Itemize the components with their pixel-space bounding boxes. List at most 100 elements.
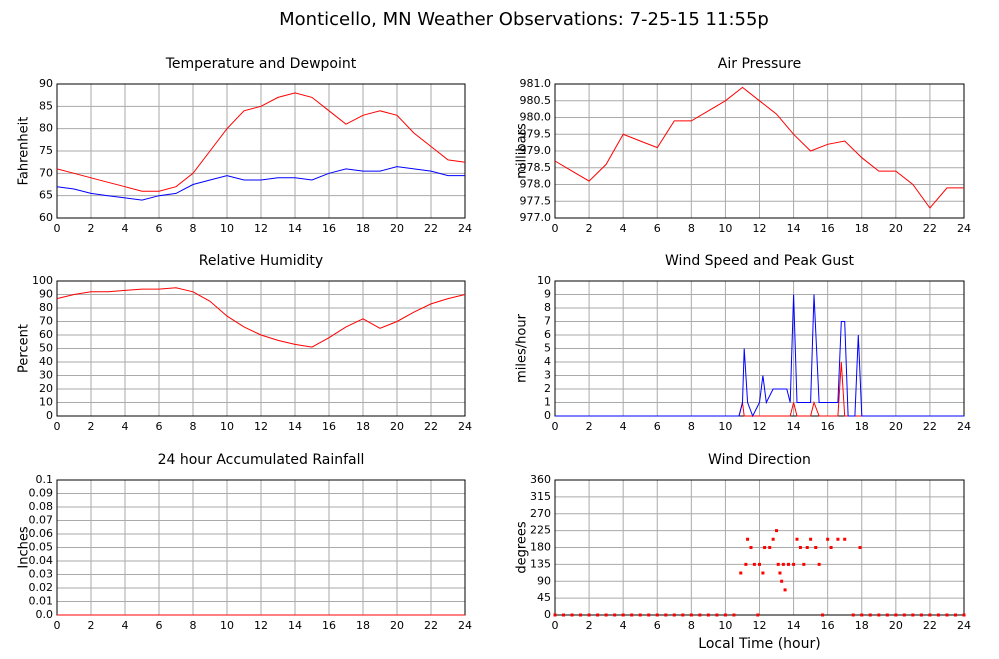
data-point: [781, 562, 785, 566]
x-tick-label: 22: [923, 222, 937, 235]
x-tick-label: 18: [356, 222, 370, 235]
x-tick-label: 18: [855, 222, 869, 235]
data-point: [715, 613, 719, 617]
data-point: [604, 613, 608, 617]
x-tick-label: 4: [122, 420, 129, 433]
x-tick-label: 20: [889, 222, 903, 235]
x-tick-label: 22: [424, 420, 438, 433]
x-tick-label: 12: [254, 619, 268, 632]
y-axis-label: degrees: [515, 521, 530, 574]
data-point: [945, 613, 949, 617]
data-point: [647, 613, 651, 617]
x-tick-label: 20: [390, 619, 404, 632]
data-point: [758, 562, 761, 566]
y-tick-label: 979.0: [520, 144, 552, 157]
x-tick-label: 24: [957, 222, 971, 235]
y-tick-label: 0.08: [29, 500, 54, 513]
x-tick-label: 20: [889, 619, 903, 632]
data-line: [56, 92, 466, 192]
y-tick-label: 0: [46, 409, 53, 422]
data-point: [587, 613, 591, 617]
y-tick-label: 40: [39, 355, 53, 368]
y-tick-label: 977.5: [520, 194, 552, 207]
x-tick-label: 6: [654, 619, 661, 632]
x-tick-label: 18: [356, 420, 370, 433]
y-tick-label: 0.02: [29, 581, 54, 594]
y-tick-label: 70: [39, 166, 53, 179]
data-point: [829, 546, 833, 549]
x-tick-label: 8: [190, 222, 197, 235]
data-point: [763, 546, 767, 549]
x-tick-label: 16: [322, 619, 336, 632]
x-axis-label: Local Time (hour): [698, 636, 820, 652]
data-point: [744, 562, 748, 566]
y-tick-label: 50: [39, 342, 53, 355]
x-tick-label: 22: [424, 619, 438, 632]
x-tick-label: 8: [688, 420, 695, 433]
x-tick-label: 6: [156, 222, 163, 235]
data-point: [936, 613, 940, 617]
x-tick-label: 8: [688, 222, 695, 235]
y-tick-label: 10: [537, 274, 551, 287]
data-point: [885, 613, 889, 617]
x-tick-label: 4: [620, 222, 627, 235]
x-tick-label: 6: [654, 222, 661, 235]
data-point: [805, 546, 809, 549]
data-point: [621, 613, 625, 617]
data-point: [868, 613, 872, 617]
y-tick-label: 978.0: [520, 178, 552, 191]
x-tick-label: 22: [923, 619, 937, 632]
data-point: [798, 546, 802, 549]
x-tick-label: 24: [957, 420, 971, 433]
x-tick-label: 0: [54, 222, 61, 235]
x-tick-label: 0: [552, 222, 559, 235]
data-point: [761, 571, 765, 575]
data-point: [894, 613, 898, 617]
data-point: [836, 537, 840, 541]
y-tick-label: 0.03: [29, 568, 54, 581]
data-point: [706, 613, 710, 617]
y-tick-label: 4: [544, 355, 551, 368]
x-tick-label: 10: [718, 420, 732, 433]
x-tick-label: 2: [88, 420, 95, 433]
data-point: [843, 537, 847, 541]
y-tick-label: 977.0: [520, 211, 552, 224]
x-tick-label: 16: [322, 420, 336, 433]
plot-frame: [56, 280, 466, 417]
y-tick-label: 0: [544, 409, 551, 422]
data-point: [638, 613, 642, 617]
y-tick-label: 180: [530, 541, 551, 554]
x-tick-label: 18: [356, 619, 370, 632]
x-tick-label: 4: [620, 420, 627, 433]
x-tick-label: 10: [220, 222, 234, 235]
x-tick-label: 14: [787, 222, 801, 235]
y-tick-label: 270: [530, 507, 551, 520]
data-point: [821, 613, 825, 617]
x-tick-label: 24: [458, 619, 472, 632]
data-point: [858, 546, 862, 549]
x-tick-label: 2: [88, 619, 95, 632]
y-tick-label: 3: [544, 369, 551, 382]
y-tick-label: 0: [544, 608, 551, 621]
y-tick-label: 0.06: [29, 527, 54, 540]
y-tick-label: 80: [39, 301, 53, 314]
data-point: [681, 613, 685, 617]
data-point: [579, 613, 583, 617]
data-point: [928, 613, 932, 617]
y-tick-label: 6: [544, 328, 551, 341]
y-tick-label: 981.0: [520, 77, 552, 90]
data-point: [732, 613, 736, 617]
data-point: [752, 562, 756, 566]
y-tick-label: 0.1: [36, 473, 54, 486]
data-point: [630, 613, 634, 617]
x-tick-label: 14: [787, 420, 801, 433]
data-point: [771, 537, 775, 541]
x-tick-label: 16: [821, 420, 835, 433]
y-tick-label: 60: [39, 328, 53, 341]
y-tick-label: 135: [530, 557, 551, 570]
x-tick-label: 14: [787, 619, 801, 632]
y-tick-label: 315: [530, 490, 551, 503]
y-tick-label: 360: [530, 473, 551, 486]
y-tick-label: 20: [39, 382, 53, 395]
